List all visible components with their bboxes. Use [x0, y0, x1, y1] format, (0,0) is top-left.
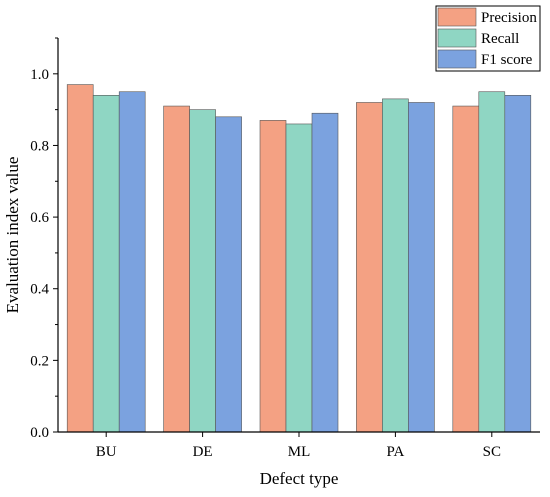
- bar-recall-pa: [382, 98, 409, 433]
- y-tick-label: 0.0: [30, 425, 49, 441]
- y-tick-label: 1.0: [30, 67, 49, 83]
- bar-f1-score-pa: [408, 102, 435, 433]
- bar-precision-ml: [259, 120, 287, 433]
- bar-recall-ml: [285, 123, 313, 433]
- x-tick-label: PA: [386, 444, 404, 460]
- x-tick-label: SC: [483, 444, 501, 460]
- bar-f1-score-de: [215, 116, 242, 433]
- bar-recall-de: [189, 109, 216, 433]
- bar-precision-bu: [66, 84, 94, 433]
- y-ticks-group: 0.0 0.2 0.4 0.6 0.8 1.0: [30, 37, 58, 441]
- bars-group: [66, 84, 532, 433]
- x-tick-label: DE: [193, 444, 213, 460]
- legend-label-precision: Precision: [481, 10, 537, 26]
- x-axis-title: Defect type: [260, 469, 339, 488]
- bar-precision-sc: [452, 105, 480, 433]
- legend-label-recall: Recall: [481, 31, 519, 47]
- bar-recall-sc: [478, 91, 506, 433]
- x-tick-label: ML: [288, 444, 311, 460]
- bar-precision-pa: [356, 102, 383, 433]
- legend-label-f1-score: F1 score: [481, 52, 533, 68]
- legend-swatch-f1-score: [437, 49, 477, 69]
- y-tick-label: 0.4: [30, 282, 49, 298]
- bar-f1-score-sc: [504, 95, 532, 433]
- bar-recall-bu: [92, 95, 120, 433]
- legend-swatch-recall: [437, 28, 477, 48]
- x-tick-label: BU: [96, 444, 117, 460]
- x-ticks-group: BU DE ML PA SC: [96, 432, 501, 460]
- y-tick-label: 0.2: [30, 353, 49, 369]
- y-tick-label: 0.6: [30, 210, 49, 226]
- bar-precision-de: [163, 105, 190, 433]
- y-axis-title: Evaluation index value: [3, 157, 22, 314]
- y-tick-label: 0.8: [30, 138, 49, 154]
- legend: Precision Recall F1 score: [435, 5, 541, 72]
- bar-f1-score-ml: [311, 112, 339, 433]
- legend-swatch-precision: [437, 7, 477, 27]
- bar-f1-score-bu: [118, 91, 146, 433]
